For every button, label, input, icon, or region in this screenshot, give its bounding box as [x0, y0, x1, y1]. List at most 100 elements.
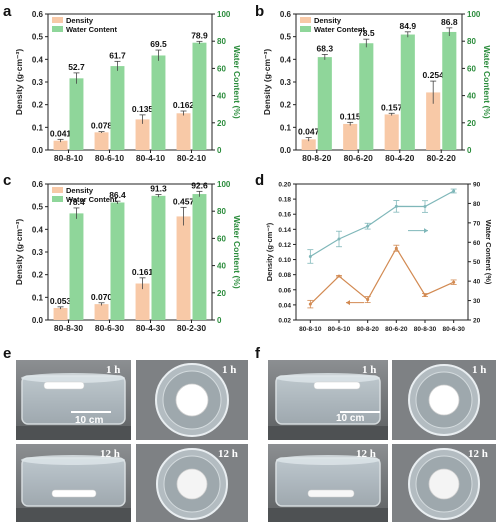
category-label-b-3: 80-2-20 — [427, 153, 457, 163]
left-tick-label-a: 0.6 — [32, 10, 44, 19]
legend-swatch-density-b — [300, 17, 311, 23]
density-line-d — [309, 247, 454, 305]
left-tick-label-c: 0.6 — [32, 180, 44, 189]
right-tick-label-d: 70 — [473, 220, 481, 227]
category-label-c-1: 80-6-30 — [95, 323, 125, 333]
density-bar-a-2 — [135, 119, 150, 150]
right-tick-label-c: 0 — [217, 316, 222, 325]
sponge-top-view — [175, 383, 209, 417]
right-tick-label-c: 80 — [217, 207, 226, 216]
left-tick-label-d: 0.06 — [278, 287, 291, 294]
photo-f-top-right — [392, 360, 496, 440]
right-tick-label-c: 60 — [217, 234, 226, 243]
left-tick-label-d: 0.10 — [278, 257, 291, 264]
left-tick-label-a: 0.3 — [32, 78, 44, 87]
category-label-b-0: 80-8-20 — [302, 153, 332, 163]
chart-a: 0.0 0.1 0.2 0.3 0.4 0.5 0.6 0 20 40 60 80 100 Density… — [14, 10, 242, 163]
left-tick-label-b: 0.2 — [280, 101, 292, 110]
density-value-label-a-0: 0.041 — [50, 128, 72, 138]
legend-label-water-a: Water Content — [66, 25, 117, 34]
category-label-d-2: 80-8-20 — [356, 326, 379, 333]
category-label-c-2: 80-4-30 — [136, 323, 166, 333]
water-axis-arrowhead-d — [424, 228, 428, 234]
scale-bar-label-e: 10 cm — [75, 415, 104, 426]
density-bar-a-0 — [53, 140, 68, 150]
scale-bar-label-f: 10 cm — [336, 413, 365, 424]
time-label-f-top-right: 1 h — [472, 364, 487, 376]
water-bar-b-1 — [359, 43, 374, 150]
water-value-label-b-2: 84.9 — [400, 21, 417, 31]
legend-swatch-water-c — [52, 196, 63, 202]
plot-frame-d — [295, 183, 469, 321]
water-bar-a-3 — [192, 42, 207, 150]
right-tick-label-a: 80 — [217, 37, 226, 46]
chart-d: 0.02 0.04 0.06 0.08 0.10 0.12 0.14 0.16 0.18 0.20… — [265, 182, 493, 334]
time-label-f-top-left: 1 h — [362, 364, 377, 376]
density-value-label-c-0: 0.053 — [50, 296, 72, 306]
water-point-d-4 — [423, 205, 427, 209]
legend-swatch-water-a — [52, 26, 63, 32]
category-label-a-3: 80-2-10 — [177, 153, 207, 163]
right-tick-label-d: 40 — [473, 279, 481, 286]
left-tick-label-d: 0.20 — [278, 182, 291, 189]
density-bar-c-1 — [94, 304, 109, 320]
y-axis-title-d: Density (g·cm⁻³) — [265, 222, 274, 281]
right-tick-label-d: 20 — [473, 318, 481, 325]
left-tick-label-b: 0.5 — [280, 33, 292, 42]
left-tick-label-d: 0.12 — [278, 242, 291, 249]
right-tick-label-b: 80 — [467, 37, 476, 46]
density-value-label-b-1: 0.115 — [340, 111, 361, 121]
water-value-label-a-2: 69.5 — [150, 39, 167, 49]
y-axis-title-right-c: Water Content (%) — [232, 215, 242, 289]
scale-bar-line-f — [340, 411, 380, 413]
density-point-d-4 — [423, 293, 427, 297]
water-point-d-3 — [394, 204, 398, 208]
density-point-d-2 — [366, 298, 370, 302]
left-tick-label-a: 0.4 — [32, 55, 44, 64]
right-tick-label-b: 40 — [467, 92, 476, 101]
left-tick-label-d: 0.14 — [278, 227, 291, 234]
category-label-d-0: 80-8-10 — [299, 326, 322, 333]
photo-f-bottom-right — [392, 444, 496, 522]
scale-bar-line — [71, 411, 111, 413]
legend-swatch-water-b — [300, 26, 311, 32]
density-bar-b-1 — [343, 123, 358, 150]
density-value-label-a-2: 0.135 — [132, 104, 154, 114]
right-tick-label-c: 20 — [217, 289, 226, 298]
time-label-e-bottom-right: 12 h — [218, 448, 238, 460]
left-tick-label-b: 0.4 — [280, 55, 292, 64]
density-bar-c-3 — [176, 216, 191, 320]
left-tick-label-b: 0.6 — [280, 10, 292, 19]
time-label-e-top-right: 1 h — [222, 364, 237, 376]
water-bar-b-3 — [442, 31, 457, 151]
water-bar-c-0 — [69, 213, 84, 320]
water-value-label-a-3: 78.9 — [191, 30, 208, 40]
density-value-label-a-1: 0.078 — [91, 121, 113, 131]
y-axis-title-c: Density (g·cm⁻³) — [14, 219, 24, 286]
y-axis-title-right-a: Water Content (%) — [232, 45, 242, 119]
water-bar-c-2 — [151, 195, 166, 320]
right-tick-label-d: 80 — [473, 201, 481, 208]
right-tick-label-b: 0 — [467, 146, 472, 155]
left-tick-label-a: 0.2 — [32, 101, 44, 110]
legend-label-density-b: Density — [314, 16, 342, 25]
density-value-label-c-3: 0.457 — [173, 196, 195, 206]
water-point-d-1 — [337, 237, 341, 241]
panel-letter-e: e — [3, 345, 12, 362]
density-bar-b-3 — [426, 92, 441, 150]
legend-swatch-density-a — [52, 17, 63, 23]
right-tick-label-b: 60 — [467, 64, 476, 73]
left-tick-label-c: 0.1 — [32, 293, 44, 302]
right-tick-label-d: 50 — [473, 259, 481, 266]
right-tick-label-c: 100 — [217, 180, 231, 189]
water-bar-b-0 — [317, 57, 332, 150]
water-point-d-2 — [366, 224, 370, 228]
y-axis-title-right-d: Water Content (%) — [484, 220, 493, 285]
category-label-d-3: 80-6-20 — [385, 326, 408, 333]
chart-c: 0.0 0.1 0.2 0.3 0.4 0.5 0.6 0 20 40 60 80 100 Density… — [14, 180, 242, 333]
right-tick-label-a: 40 — [217, 92, 226, 101]
category-label-a-1: 80-6-10 — [95, 153, 125, 163]
density-bar-a-3 — [176, 113, 191, 150]
left-tick-label-d: 0.08 — [278, 272, 291, 279]
